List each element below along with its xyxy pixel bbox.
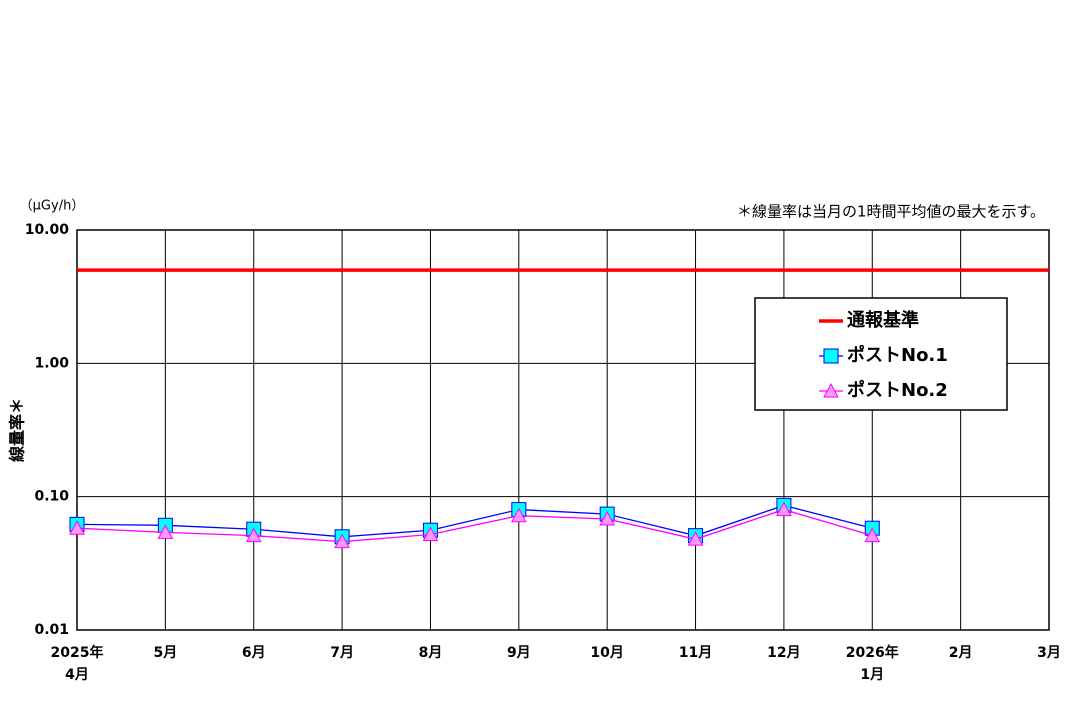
marker (823, 348, 839, 364)
note: ＊線量率は当月の1時間平均値の最大を示す。 (737, 203, 1045, 221)
marker (334, 533, 350, 549)
y-tick-label: 10.00 (25, 222, 70, 238)
y-axis-label: 線量率＊ (8, 398, 27, 462)
x-tick-label: 2025年4月 (50, 645, 104, 683)
x-tick-label: 2026年1月 (845, 645, 899, 683)
x-tick-label: 8月 (418, 645, 443, 661)
x-tick-label: 11月 (678, 645, 713, 661)
y-tick-label: 1.00 (34, 355, 69, 371)
series-line (76, 504, 873, 538)
legend-label: ポストNo.2 (847, 379, 948, 401)
legend-label: 通報基準 (847, 309, 919, 331)
x-tick-label: 3月 (1037, 645, 1061, 661)
x-tick-label: 2月 (948, 645, 973, 661)
y-unit: （μGy/h） (20, 199, 85, 214)
x-tick-label: 9月 (506, 645, 531, 661)
marker (510, 507, 527, 523)
x-tick-label: 12月 (767, 645, 801, 661)
y-tick-label: 0.10 (34, 489, 69, 505)
y-tick-label: 0.01 (34, 622, 69, 638)
marker (422, 526, 439, 542)
marker (69, 520, 85, 535)
legend-label: ポストNo.1 (847, 344, 948, 366)
marker (776, 501, 792, 517)
series-line (76, 508, 873, 543)
marker (599, 510, 616, 526)
x-tick-label: 6月 (241, 645, 266, 661)
x-tick-label: 10月 (590, 645, 624, 661)
x-tick-label: 5月 (153, 645, 178, 661)
marker (823, 382, 839, 398)
x-tick-label: 7月 (330, 645, 354, 661)
legend-box (754, 297, 1008, 411)
marker (864, 527, 881, 543)
marker (687, 531, 704, 546)
marker (245, 527, 262, 543)
plot-area (76, 229, 1050, 631)
marker (157, 524, 174, 539)
